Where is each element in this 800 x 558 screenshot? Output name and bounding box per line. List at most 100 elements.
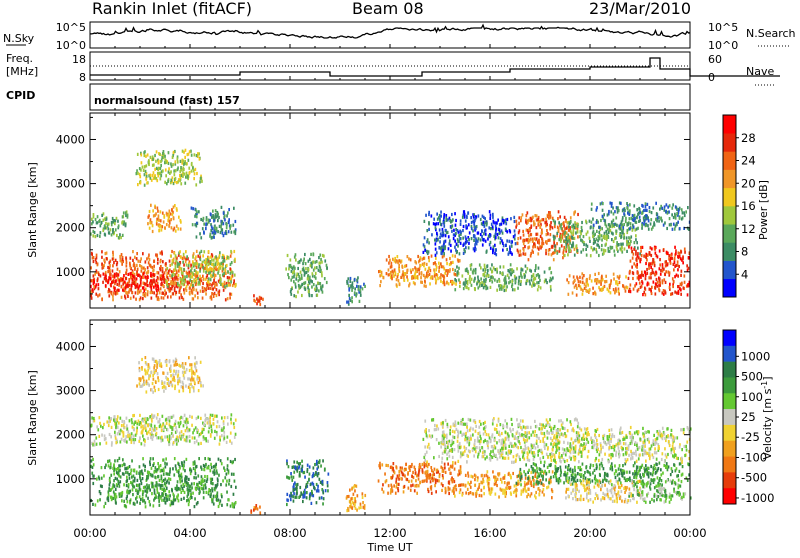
heatmap-cell-0-11	[436, 213, 438, 216]
heatmap-cell-0-8	[316, 266, 318, 269]
heatmap-cell-0-13	[546, 229, 548, 232]
heatmap-cell-0-5	[200, 218, 202, 221]
heatmap-cell-1-1	[135, 434, 137, 437]
heatmap-cell-1-1	[208, 430, 210, 433]
heatmap-cell-1-1	[144, 440, 146, 443]
heatmap-cell-1-1	[99, 422, 101, 425]
heatmap-cell-1-0	[208, 491, 210, 494]
heatmap-cell-0-0	[162, 291, 164, 294]
heatmap-cell-0-5	[191, 207, 193, 210]
heatmap-cell-0-16	[670, 293, 672, 296]
heatmap-cell-0-13	[536, 226, 538, 229]
heatmap-cell-1-1	[182, 436, 184, 439]
heatmap-cell-0-0	[112, 264, 114, 267]
heatmap-cell-0-5	[219, 225, 221, 228]
heatmap-cell-0-14	[612, 246, 614, 249]
heatmap-cell-0-12	[537, 288, 539, 291]
heatmap-cell-1-0	[91, 472, 93, 475]
heatmap-cell-0-12	[504, 289, 506, 292]
heatmap-cell-0-3	[154, 206, 156, 209]
heatmap-cell-0-6	[140, 181, 142, 184]
heatmap-cell-0-15	[579, 276, 581, 279]
heatmap-cell-1-1	[216, 425, 218, 428]
heatmap-cell-1-0	[226, 473, 228, 476]
heatmap-cell-0-5	[215, 209, 217, 212]
heatmap-cell-0-0	[141, 270, 143, 273]
heatmap-cell-0-0	[156, 294, 158, 297]
heatmap-cell-1-0	[155, 466, 157, 469]
heatmap-cell-0-16	[665, 281, 667, 284]
heatmap-cell-1-0	[226, 480, 228, 483]
heatmap-cell-0-5	[226, 214, 228, 217]
heatmap-cell-0-5	[224, 218, 226, 221]
heatmap-cell-0-12	[521, 276, 523, 279]
heatmap-cell-1-1	[196, 428, 198, 431]
heatmap-cell-1-0	[183, 497, 185, 500]
heatmap-cell-0-6	[160, 160, 162, 163]
heatmap-cell-0-14	[582, 248, 584, 251]
heatmap-cell-0-9	[360, 285, 362, 288]
heatmap-cell-0-9	[356, 279, 358, 282]
heatmap-cell-1-0	[115, 468, 117, 471]
heatmap-cell-0-15	[582, 281, 584, 284]
heatmap-cell-0-4	[211, 259, 213, 262]
heatmap-cell-0-6	[165, 174, 167, 177]
heatmap-cell-0-10	[424, 284, 426, 287]
heatmap-cell-1-0	[139, 470, 141, 473]
heatmap-cell-0-16	[684, 248, 686, 251]
heatmap-cell-0-4	[179, 284, 181, 287]
heatmap-cell-0-15	[610, 291, 612, 294]
heatmap-cell-1-1	[223, 426, 225, 429]
heatmap-cell-0-17	[665, 210, 667, 213]
heatmap-cell-1-1	[186, 418, 188, 421]
heatmap-cell-1-2	[156, 366, 158, 369]
heatmap-cell-0-2	[122, 234, 124, 237]
heatmap-cell-0-1	[170, 287, 172, 290]
heatmap-cell-0-5	[223, 211, 225, 214]
heatmap-cell-1-1	[117, 415, 119, 418]
heatmap-cell-0-16	[632, 257, 634, 260]
heatmap-cell-0-3	[157, 207, 159, 210]
heatmap-cell-1-0	[229, 479, 231, 482]
heatmap-cell-1-0	[144, 465, 146, 468]
heatmap-cell-0-13	[569, 235, 571, 238]
heatmap-cell-0-3	[180, 221, 182, 224]
heatmap-cell-0-5	[211, 216, 213, 219]
heatmap-cell-0-10	[399, 270, 401, 273]
heatmap-cell-1-0	[136, 471, 138, 474]
heatmap-cell-1-0	[226, 491, 228, 494]
heatmap-cell-0-0	[170, 295, 172, 298]
heatmap-cell-0-16	[637, 276, 639, 279]
heatmap-cell-1-1	[121, 438, 123, 441]
heatmap-cell-0-17	[667, 206, 669, 209]
heatmap-cell-0-6	[182, 150, 184, 153]
heatmap-cell-1-0	[142, 490, 144, 493]
heatmap-cell-1-0	[217, 477, 219, 480]
heatmap-cell-0-1	[156, 279, 158, 282]
heatmap-cell-0-13	[544, 221, 546, 224]
heatmap-cell-1-0	[227, 457, 229, 460]
heatmap-cell-0-8	[295, 278, 297, 281]
heatmap-cell-0-8	[298, 285, 300, 288]
heatmap-cell-0-15	[600, 283, 602, 286]
heatmap-cell-0-8	[287, 254, 289, 257]
heatmap-cell-1-0	[92, 458, 94, 461]
heatmap-cell-1-1	[196, 440, 198, 443]
heatmap-cell-0-16	[646, 272, 648, 275]
heatmap-cell-0-0	[211, 284, 213, 287]
heatmap-cell-0-0	[139, 264, 141, 267]
heatmap-cell-1-1	[152, 414, 154, 417]
heatmap-cell-0-0	[172, 282, 174, 285]
heatmap-cell-0-16	[659, 278, 661, 281]
heatmap-cell-0-17	[602, 209, 604, 212]
heatmap-cell-1-0	[135, 497, 137, 500]
heatmap-cell-1-0	[128, 483, 130, 486]
heatmap-cell-1-0	[105, 502, 107, 505]
heatmap-cell-0-1	[167, 276, 169, 279]
heatmap-cell-0-13	[550, 225, 552, 228]
heatmap-cell-0-4	[192, 284, 194, 287]
heatmap-cell-0-11	[475, 248, 477, 251]
heatmap-cell-1-1	[175, 426, 177, 429]
heatmap-cell-1-0	[181, 498, 183, 501]
heatmap-cell-0-1	[98, 273, 100, 276]
